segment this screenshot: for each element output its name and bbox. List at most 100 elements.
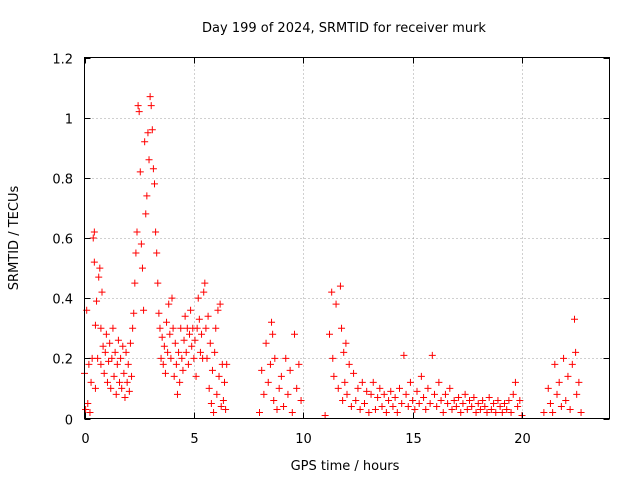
data-point [154,279,162,287]
y-tick-labels: 0 0.2 0.4 0.6 0.8 1 1.2 [52,53,73,429]
data-point [171,339,179,347]
data-point [99,342,107,350]
data-point [474,399,482,407]
data-point [371,405,379,413]
y-tick-label: 0.2 [52,353,73,368]
x-tick-label: 10 [295,432,312,447]
data-point [97,324,105,332]
data-point [463,405,471,413]
data-point [347,402,355,410]
data-point [161,369,169,377]
data-point [380,390,388,398]
data-point [402,390,410,398]
x-tick-label: 15 [405,432,422,447]
data-point [268,318,276,326]
data-point [468,402,476,410]
data-point [450,396,458,404]
data-point [365,408,373,416]
data-point [444,399,452,407]
data-point [114,336,122,344]
data-point [164,348,172,356]
data-point [141,138,149,146]
data-point [297,396,305,404]
data-point [143,192,151,200]
data-point [514,402,522,410]
data-point [91,384,99,392]
data-point [503,405,511,413]
data-point [159,360,167,368]
data-point [221,378,228,386]
data-point [98,288,106,296]
data-point [177,324,185,332]
data-point [194,294,202,302]
data-point [170,372,178,380]
data-point [219,396,227,404]
data-point [288,408,296,416]
data-point [400,351,408,359]
data-point [293,384,301,392]
data-point [101,348,109,356]
data-point [564,372,572,380]
data-point [374,393,382,401]
data-point [175,348,183,356]
data-point [417,372,425,380]
data-point [354,384,362,392]
data-point [555,378,563,386]
data-point [131,279,139,287]
x-tick-label: 5 [190,432,198,447]
data-point [110,372,118,380]
y-tick-label: 0.6 [52,233,73,248]
data-point [204,312,212,320]
data-point [336,282,344,290]
data-point [155,309,163,317]
data-point [192,372,200,380]
data-point [286,366,294,374]
data-point [87,378,95,386]
data-point [455,393,463,401]
data-point [140,306,148,314]
data-point [291,330,298,338]
data-point [439,408,447,416]
data-point [105,357,113,365]
data-point [413,387,421,395]
data-point [483,408,491,416]
data-point [195,315,203,323]
data-point [271,354,279,362]
data-point [256,408,263,416]
data-point [501,399,508,407]
data-point [97,360,105,368]
data-point [470,393,478,401]
data-point [102,330,110,338]
y-tick-label: 1.2 [52,53,73,68]
data-point [358,378,366,386]
data-point [153,249,161,257]
data-point [431,390,438,398]
data-point [186,330,193,338]
data-point [378,402,386,410]
data-point [446,384,454,392]
data-point [406,378,414,386]
data-point [269,330,277,338]
data-point [160,342,168,350]
data-point [156,324,164,332]
data-point [544,384,552,392]
data-point [332,300,340,308]
data-point [168,294,176,302]
data-point [345,360,353,368]
data-point [147,102,155,110]
data-point [350,369,358,377]
data-point [277,372,285,380]
data-point [452,402,460,410]
data-point [466,396,473,404]
data-point [411,405,419,413]
data-point [184,360,192,368]
axis-ticks [84,57,610,420]
data-point [369,378,377,386]
y-axis-label: SRMTID / TECUs [7,186,22,291]
data-point [398,399,406,407]
data-point [258,366,266,374]
data-point [367,390,375,398]
y-tick-label: 0.4 [52,293,73,308]
data-point [437,396,445,404]
